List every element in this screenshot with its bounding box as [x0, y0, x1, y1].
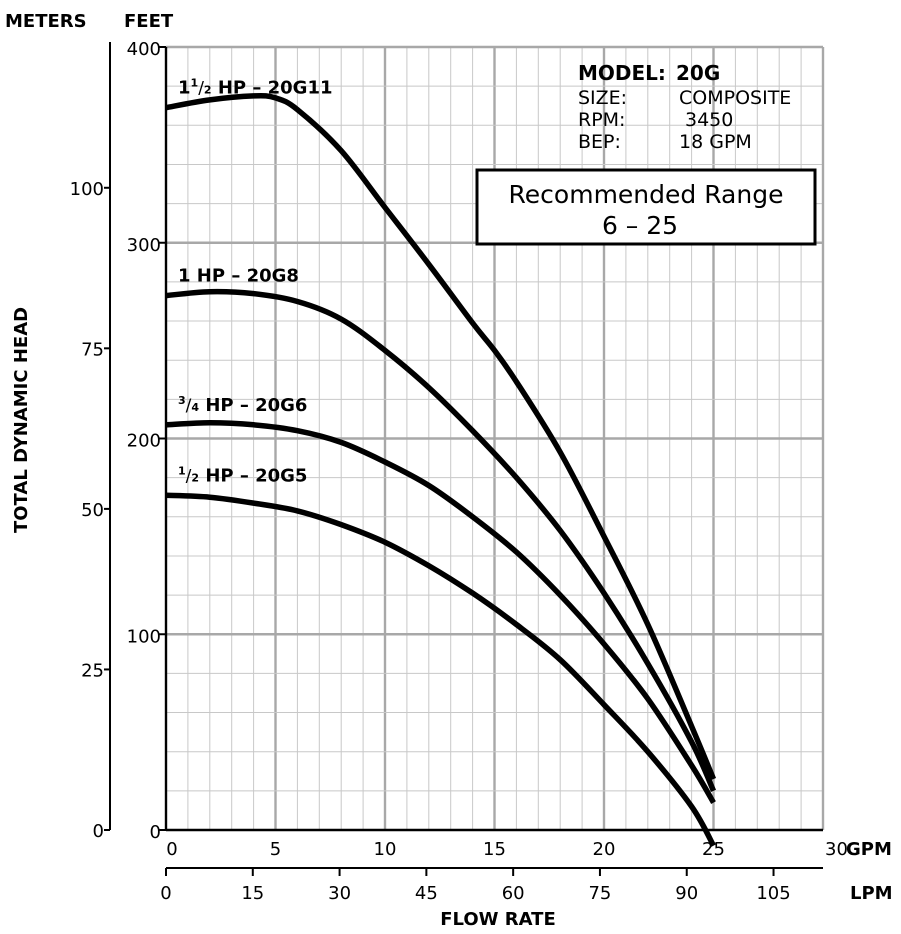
size-value: COMPOSITE [679, 87, 791, 109]
gpm-tick-label: 0 [166, 839, 177, 860]
curve-label-denominator: 4 [191, 401, 199, 414]
curve-label-slash: / [186, 466, 192, 486]
feet-tick-label: 0 [150, 822, 161, 843]
curve-label-numerator: 1 [178, 464, 186, 477]
curve-label-denominator: 2 [191, 471, 199, 484]
model-value: 20G [676, 61, 720, 85]
meter-tick-label: 0 [93, 821, 104, 842]
meter-tick-label: 25 [81, 660, 104, 681]
recommended-range-frame [475, 168, 817, 246]
curve-series-4 [165, 492, 716, 848]
y-axis-title: TOTAL DYNAMIC HEAD [11, 307, 32, 533]
recommended-range-box: Recommended Range 6 – 25 [475, 168, 817, 246]
curve-series-3 [165, 420, 716, 804]
gpm-tick-label: 25 [702, 839, 725, 860]
model-info: MODEL: 20G SIZE: COMPOSITE RPM: 3450 BEP… [578, 61, 791, 153]
curve-label-rest: HP – 20G11 [212, 78, 333, 99]
curve-label-denominator: 2 [204, 84, 212, 97]
lpm-tick-label: 45 [415, 883, 438, 904]
curve-label-series-3: 3/4 HP – 20G6 [178, 394, 307, 416]
feet-tick-label: 200 [127, 431, 161, 452]
lpm-unit-label: LPM [850, 883, 893, 904]
chart-axes [104, 42, 823, 876]
feet-tick-label: 100 [127, 626, 161, 647]
gpm-tick-label: 5 [270, 839, 281, 860]
lpm-tick-label: 105 [756, 883, 790, 904]
curve-label-series-2: 1 HP – 20G8 [178, 266, 299, 287]
curve-label-slash: / [198, 79, 204, 99]
recommended-range-title: Recommended Range [509, 180, 784, 209]
size-label: SIZE: [578, 87, 627, 109]
bep-label: BEP: [578, 131, 621, 153]
chart-grid [166, 45, 825, 830]
curve-label-whole: 1 [178, 266, 191, 287]
x-axis-title: FLOW RATE [440, 909, 556, 930]
recommended-range-values: 6 – 25 [602, 211, 678, 240]
curve-label-whole: 1 [178, 78, 191, 99]
curve-label-series-1: 11/2 HP – 20G11 [178, 77, 333, 99]
lpm-tick-label: 30 [328, 883, 351, 904]
lpm-tick-label: 90 [675, 883, 698, 904]
curve-label-slash: / [186, 396, 192, 416]
bep-value: 18 GPM [679, 131, 752, 153]
curve-label-rest: HP – 20G6 [199, 395, 307, 416]
feet-tick-label: 400 [127, 39, 161, 60]
model-label: MODEL: [578, 61, 666, 85]
rpm-label: RPM: [578, 109, 625, 131]
gpm-unit-label: GPM [846, 839, 892, 860]
gpm-tick-label: 30 [825, 839, 848, 860]
curve-label-rest: HP – 20G5 [199, 465, 307, 486]
lpm-tick-label: 75 [588, 883, 611, 904]
meter-tick-label: 75 [81, 339, 104, 360]
lpm-tick-label: 0 [160, 883, 171, 904]
meter-tick-label: 100 [70, 179, 104, 200]
gpm-tick-label: 10 [374, 839, 397, 860]
curve-label-numerator: 3 [178, 394, 186, 407]
meters-unit-label: METERS [5, 11, 87, 32]
meter-tick-label: 50 [81, 500, 104, 521]
curve-label-series-4: 1/2 HP – 20G5 [178, 464, 307, 486]
pump-curves [165, 93, 717, 848]
feet-tick-label: 300 [127, 235, 161, 256]
gpm-tick-label: 20 [593, 839, 616, 860]
curve-series-2 [165, 288, 717, 793]
lpm-tick-label: 15 [241, 883, 264, 904]
gpm-tick-label: 15 [483, 839, 506, 860]
curve-series-1 [165, 93, 717, 781]
curve-label-rest: HP – 20G8 [191, 266, 299, 287]
rpm-value: 3450 [685, 109, 733, 131]
lpm-tick-label: 60 [502, 883, 525, 904]
curve-label-numerator: 1 [191, 77, 199, 90]
feet-unit-label: FEET [124, 11, 174, 32]
